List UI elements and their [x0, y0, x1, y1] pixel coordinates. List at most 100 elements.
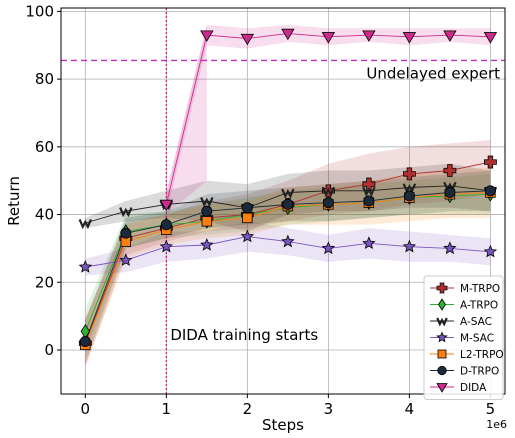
y-axis-ticks: 0 20 40 60 80 100 [25, 2, 61, 359]
legend-entry-dida: DIDA [430, 382, 487, 394]
point-a-sac-shape [402, 183, 417, 194]
legend-entry-m-sac: M-SAC [430, 331, 494, 345]
x-tick-label: 0 [81, 400, 91, 418]
vertical-line-label: DIDA training starts [170, 326, 318, 344]
point-l2-trpo-shape [201, 216, 213, 227]
point-d-trpo-shape [363, 195, 375, 207]
point-m-sac [119, 253, 133, 266]
x-axis-ticks: 0 1 2 3 4 5 [81, 394, 496, 418]
legend-marker-shape [437, 365, 447, 376]
point-dida [362, 30, 376, 42]
point-m-sac-shape [362, 236, 376, 250]
point-l2-trpo-shape [242, 212, 253, 224]
legend-marker-shape [438, 298, 446, 311]
point-d-trpo-shape [322, 197, 334, 209]
point-m-sac [443, 241, 457, 255]
point-d-trpo [363, 195, 375, 207]
legend-label: M-TRPO [460, 283, 500, 295]
point-l2-trpo [242, 212, 253, 224]
point-m-sac [483, 244, 498, 258]
point-dida [483, 32, 498, 44]
point-dida [281, 28, 295, 41]
point-m-sac-shape [321, 241, 336, 255]
point-m-sac-shape [402, 239, 417, 253]
point-m-sac [240, 229, 255, 243]
point-a-sac [402, 183, 417, 194]
point-d-trpo [282, 198, 294, 210]
legend-label: DIDA [460, 382, 487, 394]
point-dida-shape [483, 32, 498, 44]
legend-marker [436, 282, 448, 294]
point-m-sac-shape [119, 253, 133, 266]
point-d-trpo-shape [201, 205, 213, 217]
point-dida-shape [443, 30, 457, 42]
point-a-sac [321, 186, 336, 197]
legend: M-TRPO A-TRPO A-SAC M-SAC L2-TRPO D-TRPO DIDA [423, 275, 504, 400]
y-tick-label: 40 [35, 206, 54, 224]
point-dida-shape [200, 30, 214, 42]
legend-marker-shape [436, 282, 448, 294]
y-axis-label: Return [5, 176, 23, 226]
point-m-trpo [402, 167, 416, 181]
point-m-trpo-shape [484, 155, 497, 169]
reference-line-label: Undelayed expert [366, 64, 500, 82]
x-tick-label: 4 [405, 400, 415, 418]
point-m-sac-shape [240, 229, 255, 243]
point-a-sac [362, 186, 376, 197]
band-d-trpo [85, 170, 491, 364]
point-d-trpo-shape [120, 227, 132, 239]
point-m-sac-shape [159, 239, 173, 253]
legend-marker [436, 317, 448, 327]
point-m-sac [321, 241, 336, 255]
point-dida-shape [159, 199, 174, 212]
point-m-sac [281, 234, 295, 248]
point-m-sac-shape [443, 241, 457, 255]
x-axis-label: Steps [262, 416, 304, 434]
point-a-sac [119, 207, 133, 218]
legend-label: A-SAC [460, 316, 492, 328]
point-dida [321, 32, 336, 44]
y-tick-label: 0 [44, 341, 54, 359]
point-m-sac-shape [281, 234, 295, 248]
point-m-sac [159, 239, 173, 253]
point-d-trpo [322, 197, 334, 209]
point-dida [402, 32, 417, 44]
point-d-trpo-shape [403, 190, 415, 202]
series-markers [78, 28, 498, 351]
point-a-sac-shape [281, 188, 295, 199]
legend-entry-d-trpo: D-TRPO [430, 366, 499, 378]
point-a-sac [200, 196, 214, 208]
point-d-trpo-shape [241, 202, 253, 214]
point-d-trpo-shape [444, 187, 456, 199]
point-m-sac [200, 237, 214, 251]
point-a-sac [281, 188, 295, 199]
point-m-trpo-shape [443, 164, 457, 177]
legend-entry-m-trpo: M-TRPO [430, 282, 500, 295]
point-d-trpo-shape [79, 336, 91, 348]
legend-marker [437, 365, 447, 376]
legend-marker [436, 331, 448, 343]
point-l2-trpo [201, 216, 213, 227]
legend-entry-a-sac: A-SAC [430, 316, 492, 328]
point-m-trpo-shape [402, 167, 416, 181]
point-a-sac-shape [362, 186, 376, 197]
point-dida [240, 33, 255, 46]
x-tick-label: 5 [486, 400, 496, 418]
y-tick-label: 100 [25, 2, 54, 20]
point-a-sac [443, 181, 457, 192]
point-dida-shape [362, 30, 376, 42]
legend-label: L2-TRPO [460, 349, 504, 361]
point-m-sac [402, 239, 417, 253]
point-a-sac-shape [200, 196, 214, 208]
x-tick-label: 3 [324, 400, 334, 418]
point-a-sac-shape [119, 207, 133, 218]
point-dida-shape [281, 28, 295, 41]
x-axis-multiplier: 1e6 [486, 418, 507, 431]
legend-entry-a-trpo: A-TRPO [430, 298, 498, 312]
point-m-trpo [362, 177, 376, 191]
point-m-sac [362, 236, 376, 250]
point-m-sac [78, 259, 92, 273]
point-m-trpo-shape [362, 177, 376, 191]
legend-marker-shape [436, 331, 448, 343]
